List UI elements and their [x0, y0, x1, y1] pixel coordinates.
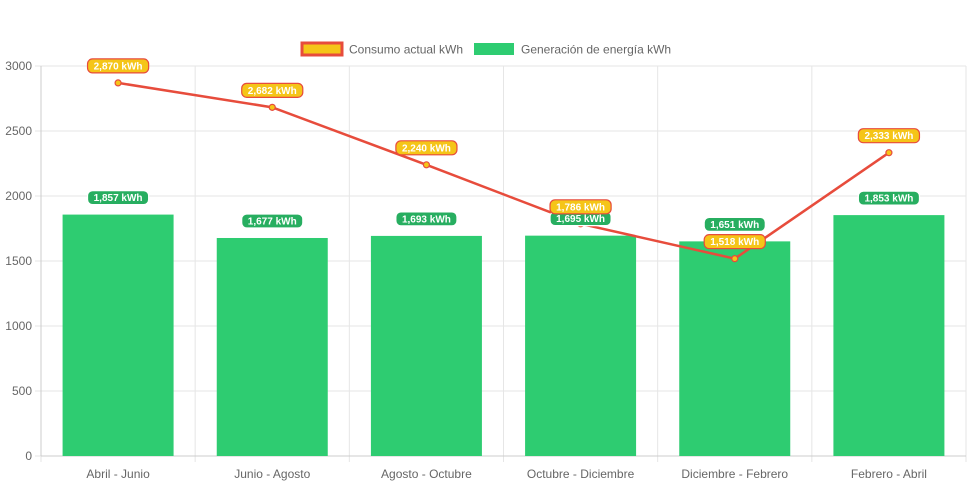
bar-value-label: 1,857 kWh — [86, 189, 150, 206]
bar[interactable] — [62, 214, 174, 456]
legend-swatch-generacion — [474, 43, 514, 55]
y-tick-label: 2500 — [5, 124, 32, 138]
line-value-label: 2,333 kWh — [857, 128, 921, 144]
line-point[interactable] — [114, 79, 122, 87]
legend-item-generacion[interactable]: Generación de energía kWh — [474, 43, 671, 57]
bar-value-label: 1,651 kWh — [703, 216, 766, 232]
x-tick-label: Octubre - Diciembre — [527, 467, 635, 481]
y-axis: 0 500 1000 1500 2000 2500 3000 — [5, 59, 42, 463]
y-tick-label: 500 — [12, 384, 32, 398]
legend-item-consumo[interactable]: Consumo actual kWh — [300, 41, 463, 57]
y-tick-label: 0 — [25, 449, 32, 463]
line-value-label-text: 1,786 kWh — [556, 202, 605, 213]
line-point[interactable] — [731, 255, 739, 263]
line-value-label: 2,870 kWh — [86, 58, 150, 74]
bar-value-label: 1,677 kWh — [241, 213, 304, 229]
bar-value-label: 1,853 kWh — [857, 190, 921, 206]
bar[interactable] — [679, 241, 791, 456]
line-value-label-text: 2,240 kWh — [402, 143, 451, 154]
bar[interactable] — [525, 235, 637, 456]
line-value-label-box — [549, 199, 612, 215]
legend: Consumo actual kWh Generación de energía… — [300, 41, 671, 57]
bar-value-label-text: 1,853 kWh — [864, 194, 913, 205]
line-point[interactable] — [422, 161, 431, 169]
bar[interactable] — [370, 235, 482, 456]
bar-value-label-text: 1,695 kWh — [556, 214, 605, 225]
bar-value-label-box — [395, 211, 458, 227]
line-value-label-text: 1,518 kWh — [710, 237, 759, 248]
bar-value-label-box — [86, 189, 150, 206]
bar-value-label-text: 1,857 kWh — [94, 193, 143, 204]
y-tick-label: 3000 — [5, 59, 32, 73]
x-tick-label: Agosto - Octubre — [381, 467, 472, 481]
bar-series — [62, 214, 945, 456]
grid-lines — [35, 65, 967, 462]
bar-value-label-text: 1,693 kWh — [402, 214, 451, 225]
line-value-label: 2,240 kWh — [395, 140, 458, 156]
line-value-label: 2,682 kWh — [241, 82, 304, 98]
line-value-label-box — [857, 128, 921, 144]
line-value-label: 1,786 kWh — [549, 199, 612, 215]
bar[interactable] — [216, 237, 328, 456]
x-axis: Abril - Junio Junio - Agosto Agosto - Octu… — [41, 455, 966, 481]
bar-value-label: 1,693 kWh — [395, 211, 458, 227]
line-value-label-box — [241, 82, 304, 98]
bar-value-label-box — [703, 216, 766, 232]
line-value-label-text: 2,682 kWh — [248, 86, 297, 97]
y-tick-label: 2000 — [5, 189, 32, 203]
bar-value-label-box — [241, 213, 304, 229]
line-value-label-text: 2,333 kWh — [864, 131, 913, 142]
x-tick-label: Febrero - Abril — [851, 467, 927, 481]
bar-value-label-box — [857, 190, 921, 206]
x-tick-label: Abril - Junio — [86, 467, 150, 481]
y-tick-label: 1500 — [5, 254, 32, 268]
line-value-label-text: 2,870 kWh — [94, 61, 143, 72]
bar-value-label-text: 1,677 kWh — [248, 216, 297, 227]
line-value-label-box — [395, 140, 458, 156]
bar[interactable] — [833, 215, 945, 456]
line-value-label-box — [703, 234, 766, 250]
legend-swatch-consumo — [300, 41, 344, 57]
legend-label-consumo: Consumo actual kWh — [349, 43, 463, 57]
y-tick-label: 1000 — [5, 319, 32, 333]
line-point[interactable] — [885, 149, 893, 157]
line-value-label-box — [86, 58, 150, 74]
x-tick-label: Diciembre - Febrero — [681, 467, 788, 481]
line-point[interactable] — [268, 103, 276, 111]
x-tick-label: Junio - Agosto — [234, 467, 310, 481]
legend-label-generacion: Generación de energía kWh — [521, 43, 671, 57]
data-labels: 1,857 kWh 1,677 kWh 1,693 kWh 1,695 kWh 1,65… — [86, 58, 921, 250]
line-value-label: 1,518 kWh — [703, 234, 766, 250]
bar-value-label-text: 1,651 kWh — [710, 220, 759, 231]
